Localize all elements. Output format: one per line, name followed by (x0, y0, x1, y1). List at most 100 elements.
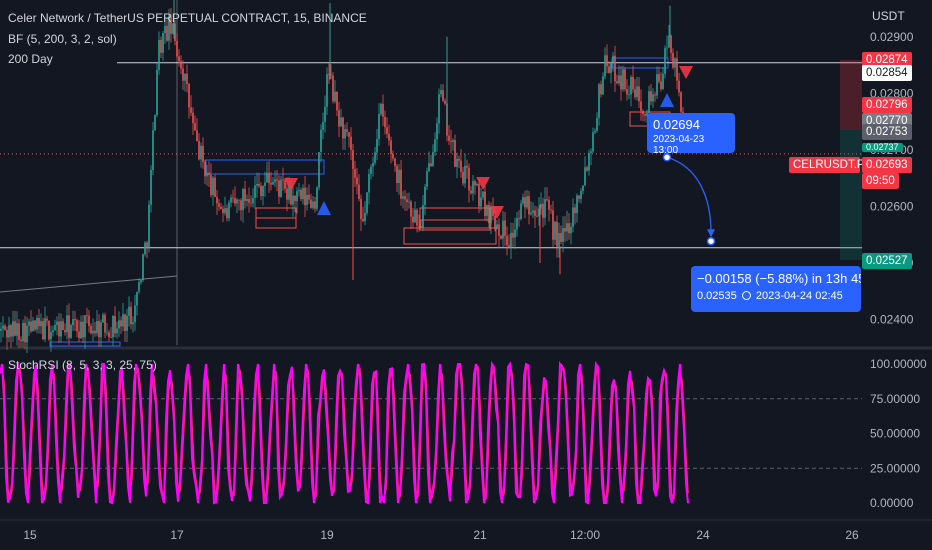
candle-body (264, 182, 266, 186)
projection-time: 2023-04-24 02:45 (755, 290, 843, 302)
candle-body (448, 135, 450, 141)
candle-body (626, 89, 628, 95)
candle-body (154, 114, 156, 131)
candle-body (254, 185, 256, 198)
candle-body (392, 154, 394, 159)
candle-body (262, 185, 264, 197)
candle-body (156, 69, 158, 115)
candle-body (292, 195, 294, 205)
candle-body (12, 321, 14, 337)
candle-body (290, 185, 292, 205)
price-tag: 0.02796 (862, 97, 912, 113)
candle-body (46, 318, 48, 321)
candle-body (358, 184, 360, 199)
candle-body (608, 66, 610, 73)
candle-body (58, 321, 60, 337)
candle-body (450, 140, 452, 142)
candle-body (504, 220, 506, 236)
candle-body (438, 94, 440, 124)
candle-body (612, 55, 614, 63)
candle-body (394, 158, 396, 167)
candle-body (396, 166, 398, 183)
candle-body (150, 170, 152, 205)
candle-body (318, 152, 320, 188)
point-price: 0.02694 (653, 117, 700, 132)
chart-title: Celer Network / TetherUS PERPETUAL CONTR… (8, 11, 367, 25)
candle-body (434, 139, 436, 153)
candle-body (472, 181, 474, 194)
candle-body (544, 199, 546, 218)
candle-body (532, 210, 534, 213)
candle-body (500, 235, 502, 239)
candle-body (604, 55, 606, 77)
candle-body (568, 223, 570, 234)
candle-body (52, 330, 54, 333)
last-price-tag: 0.02693 (862, 157, 912, 173)
position-profit-zone (840, 130, 862, 260)
sell-signal-triangle (476, 177, 490, 190)
candle-body (310, 199, 312, 208)
price-tick-label: 0.02600 (870, 199, 914, 213)
candle-body (334, 91, 336, 102)
candle-body (8, 325, 10, 338)
candle-body (468, 167, 470, 191)
candle-body (412, 216, 414, 223)
candle-body (668, 35, 670, 48)
candle-body (236, 199, 238, 204)
candle-body (654, 94, 656, 96)
candle-body (528, 196, 530, 215)
candle-body (536, 215, 538, 217)
candle-body (350, 136, 352, 150)
candle-body (514, 229, 516, 238)
candle-body (74, 318, 76, 321)
candle-body (340, 117, 342, 127)
candle-body (24, 322, 26, 343)
candle-body (92, 330, 94, 334)
candle-body (44, 318, 46, 340)
candle-body (578, 195, 580, 199)
candle-body (372, 162, 374, 167)
stoch-rsi-pane (0, 360, 862, 505)
candle-body (494, 216, 496, 229)
candle-body (54, 324, 56, 331)
candle-body (354, 168, 356, 178)
time-tick-label: 24 (696, 528, 710, 542)
candle-body (160, 39, 162, 53)
candle-body (316, 187, 318, 209)
point-callout: 0.02694 2023-04-23 13:00 (647, 113, 735, 156)
candle-body (314, 201, 316, 209)
candle-body (134, 305, 136, 323)
candle-body (130, 306, 132, 325)
time-tick-label: 19 (320, 528, 334, 542)
candle-body (296, 191, 298, 202)
clock-icon (741, 291, 751, 300)
candle-body (162, 33, 164, 53)
candle-body (220, 206, 222, 209)
price-tick-label: 0.02400 (870, 313, 914, 327)
indicator-bf-label[interactable]: BF (5, 200, 3, 2, sol) (8, 32, 117, 46)
candle-body (628, 94, 630, 96)
candle-body (246, 199, 248, 201)
candle-body (422, 204, 424, 229)
candle-body (204, 161, 206, 177)
candle-body (276, 179, 278, 181)
candle-body (554, 221, 556, 240)
candle-body (574, 207, 576, 214)
candle-body (538, 208, 540, 217)
candle-body (482, 191, 484, 198)
candle-body (474, 181, 476, 186)
candle-body (196, 130, 198, 142)
indicator-ma-label[interactable]: 200 Day (8, 52, 53, 66)
position-loss-zone (840, 60, 862, 130)
time-tick-label: 12:00 (570, 528, 600, 542)
projection-callout: −0.00158 (−5.88%) in 13h 45m 0.02535 202… (691, 266, 861, 312)
candle-body (336, 91, 338, 111)
indicator-rsi-label[interactable]: StochRSI (8, 5, 3, 3, 25, 75) (8, 358, 157, 372)
candle-body (278, 180, 280, 197)
candle-body (282, 179, 284, 181)
candle-body (50, 332, 52, 340)
candle-body (576, 195, 578, 214)
candle-body (244, 189, 246, 201)
candle-body (352, 149, 354, 169)
candle-body (572, 207, 574, 228)
